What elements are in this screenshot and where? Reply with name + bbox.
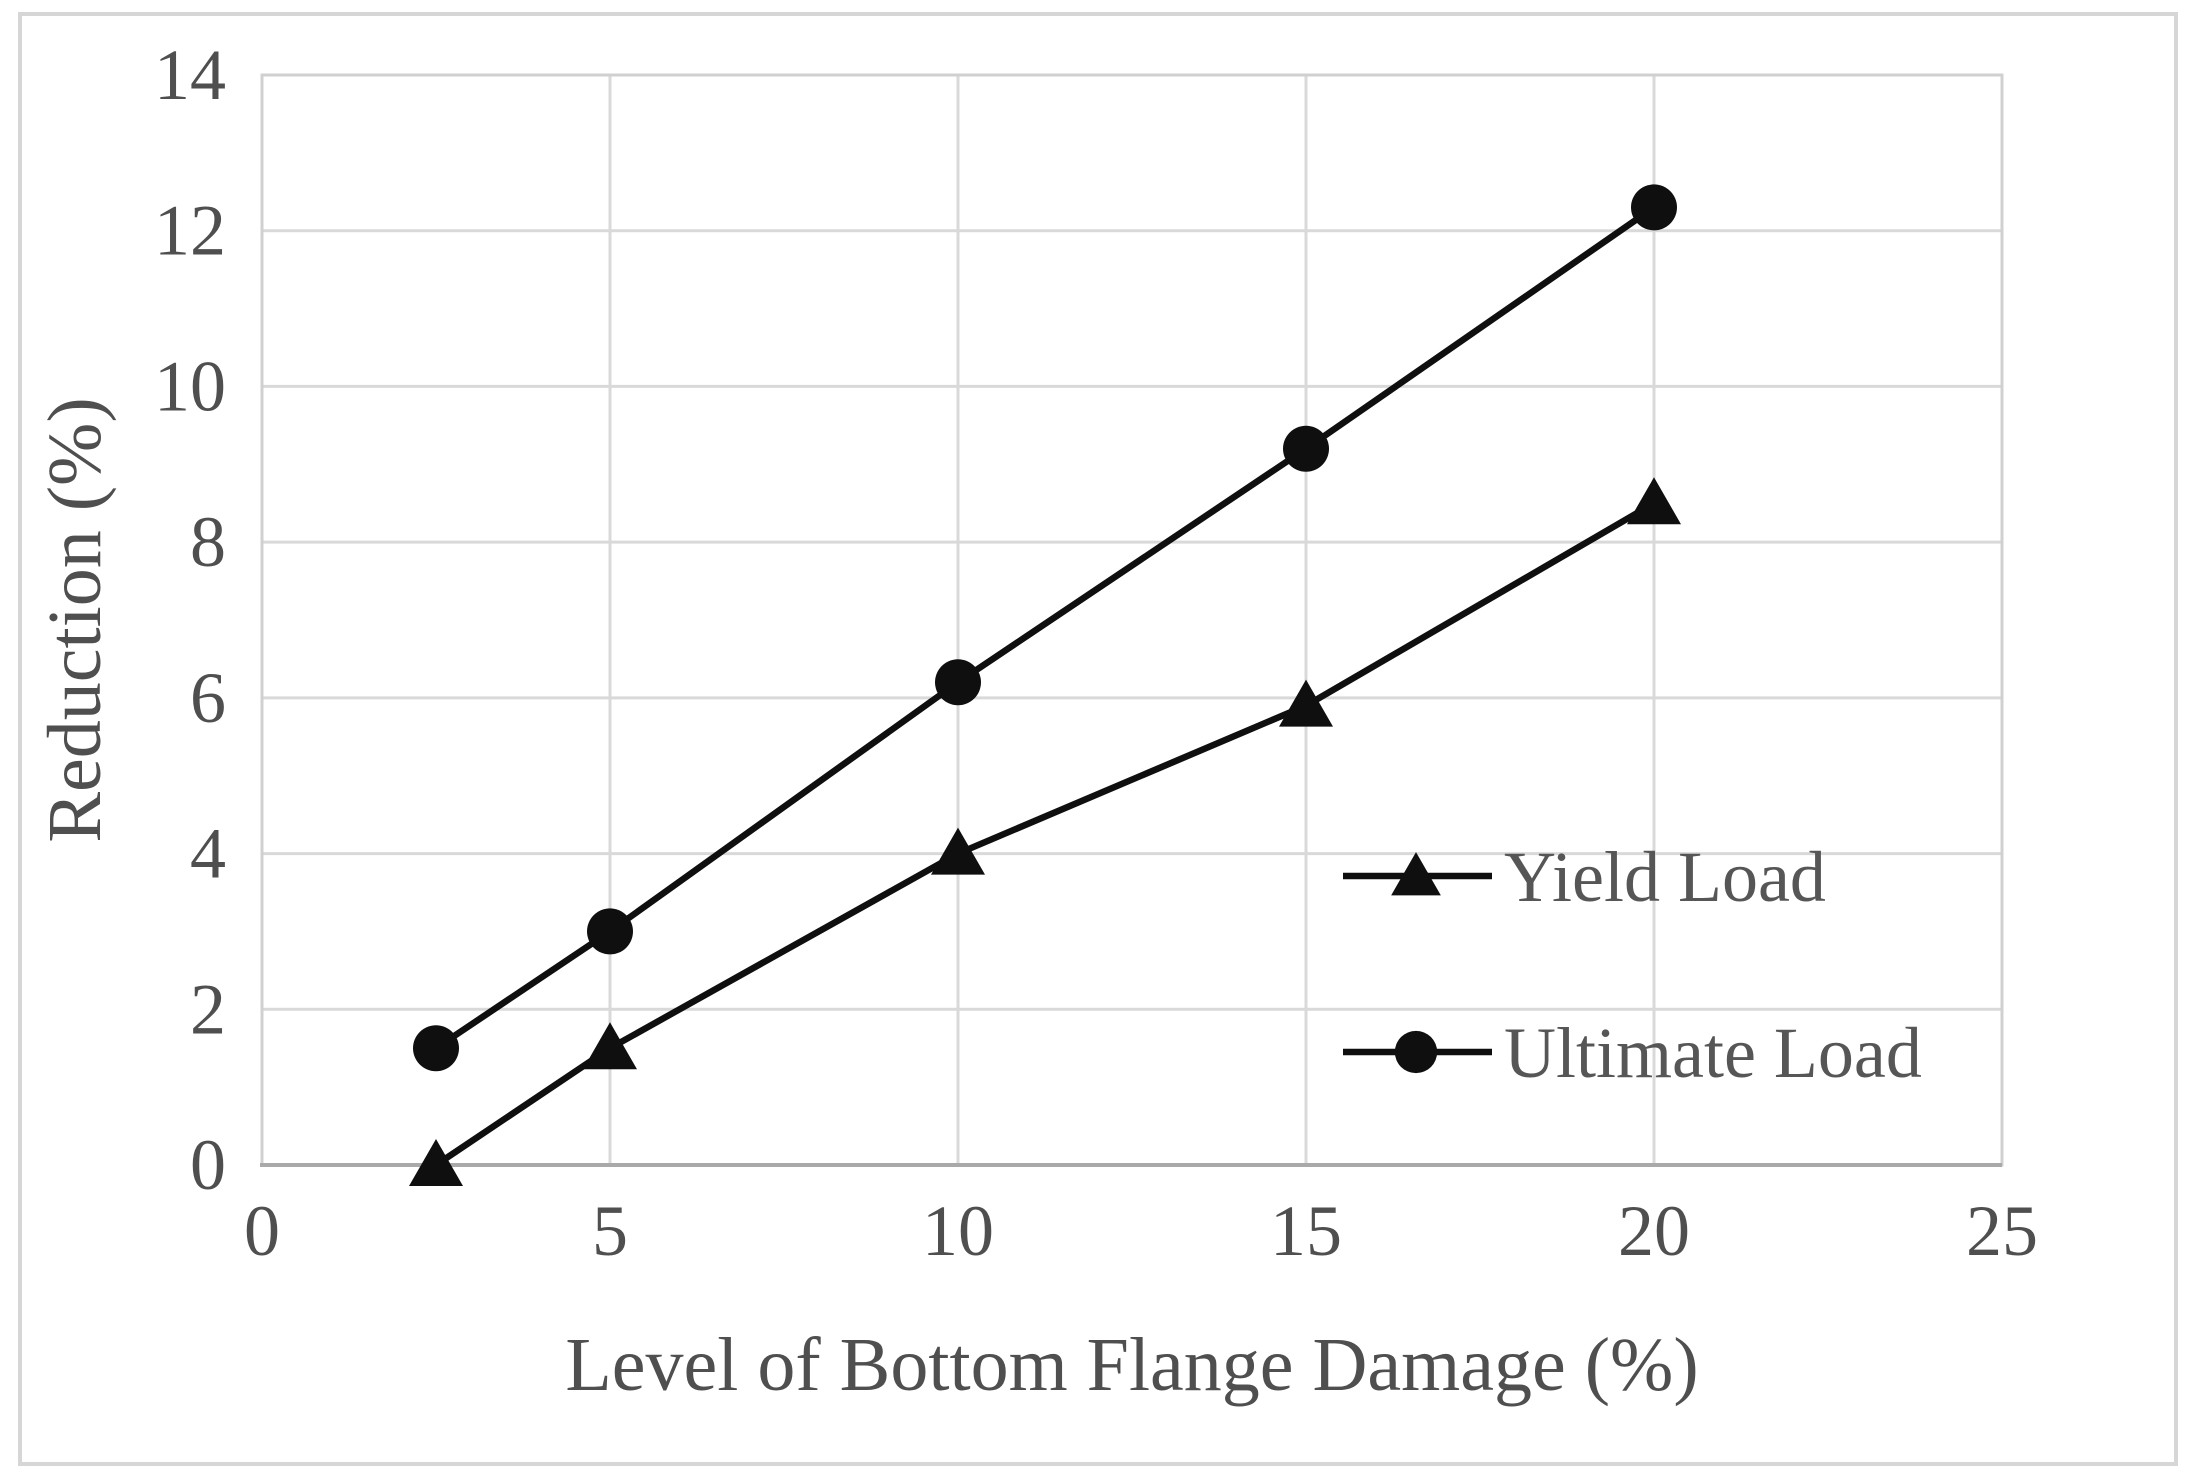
x-tick-label: 10 — [922, 1191, 994, 1271]
y-tick-label: 8 — [190, 502, 226, 582]
axes-layer — [260, 73, 2004, 1167]
y-tick-label: 0 — [190, 1125, 226, 1205]
series-marker-ultimate-load — [935, 659, 981, 706]
legend-triangle-marker — [1391, 852, 1441, 896]
y-tick-label: 2 — [190, 969, 226, 1049]
legend-label: Ultimate Load — [1504, 1013, 1922, 1093]
x-axis-title: Level of Bottom Flange Damage (%) — [565, 1323, 1698, 1407]
x-tick-label: 5 — [592, 1191, 628, 1271]
series-marker-ultimate-load — [1283, 425, 1329, 472]
y-tick-label: 10 — [154, 346, 226, 426]
legend-item-ultimate-load: Ultimate Load — [1343, 1013, 1922, 1093]
legend-item-yield-load: Yield Load — [1343, 837, 1826, 917]
legend-label: Yield Load — [1504, 837, 1826, 917]
x-tick-label: 15 — [1270, 1191, 1342, 1271]
y-axis-title: Reduction (%) — [33, 397, 117, 842]
y-tick-label: 6 — [190, 658, 226, 738]
series-marker-ultimate-load — [587, 908, 633, 955]
series-marker-ultimate-load — [413, 1025, 459, 1072]
gridlines-layer — [262, 73, 2004, 1165]
legend: Yield Load Ultimate Load — [1343, 837, 1922, 1093]
series-layer — [409, 184, 1681, 1186]
series-marker-yield-load — [1627, 477, 1681, 525]
x-tick-label: 0 — [244, 1191, 280, 1271]
x-tick-label: 25 — [1966, 1191, 2038, 1271]
series-marker-ultimate-load — [1631, 184, 1677, 231]
series-marker-yield-load — [583, 1022, 637, 1070]
series-marker-yield-load — [1279, 679, 1333, 727]
series-marker-yield-load — [931, 827, 985, 875]
y-tick-label: 12 — [154, 191, 226, 271]
y-tick-label: 4 — [190, 814, 226, 894]
tick-labels-layer: 0 5 10 15 20 25 0 2 4 6 8 10 12 14 — [154, 35, 2038, 1271]
legend-circle-marker — [1394, 1030, 1438, 1074]
x-tick-label: 20 — [1618, 1191, 1690, 1271]
y-tick-label: 14 — [154, 35, 226, 115]
plot-border — [260, 73, 2004, 1167]
series-marker-yield-load — [409, 1139, 463, 1186]
